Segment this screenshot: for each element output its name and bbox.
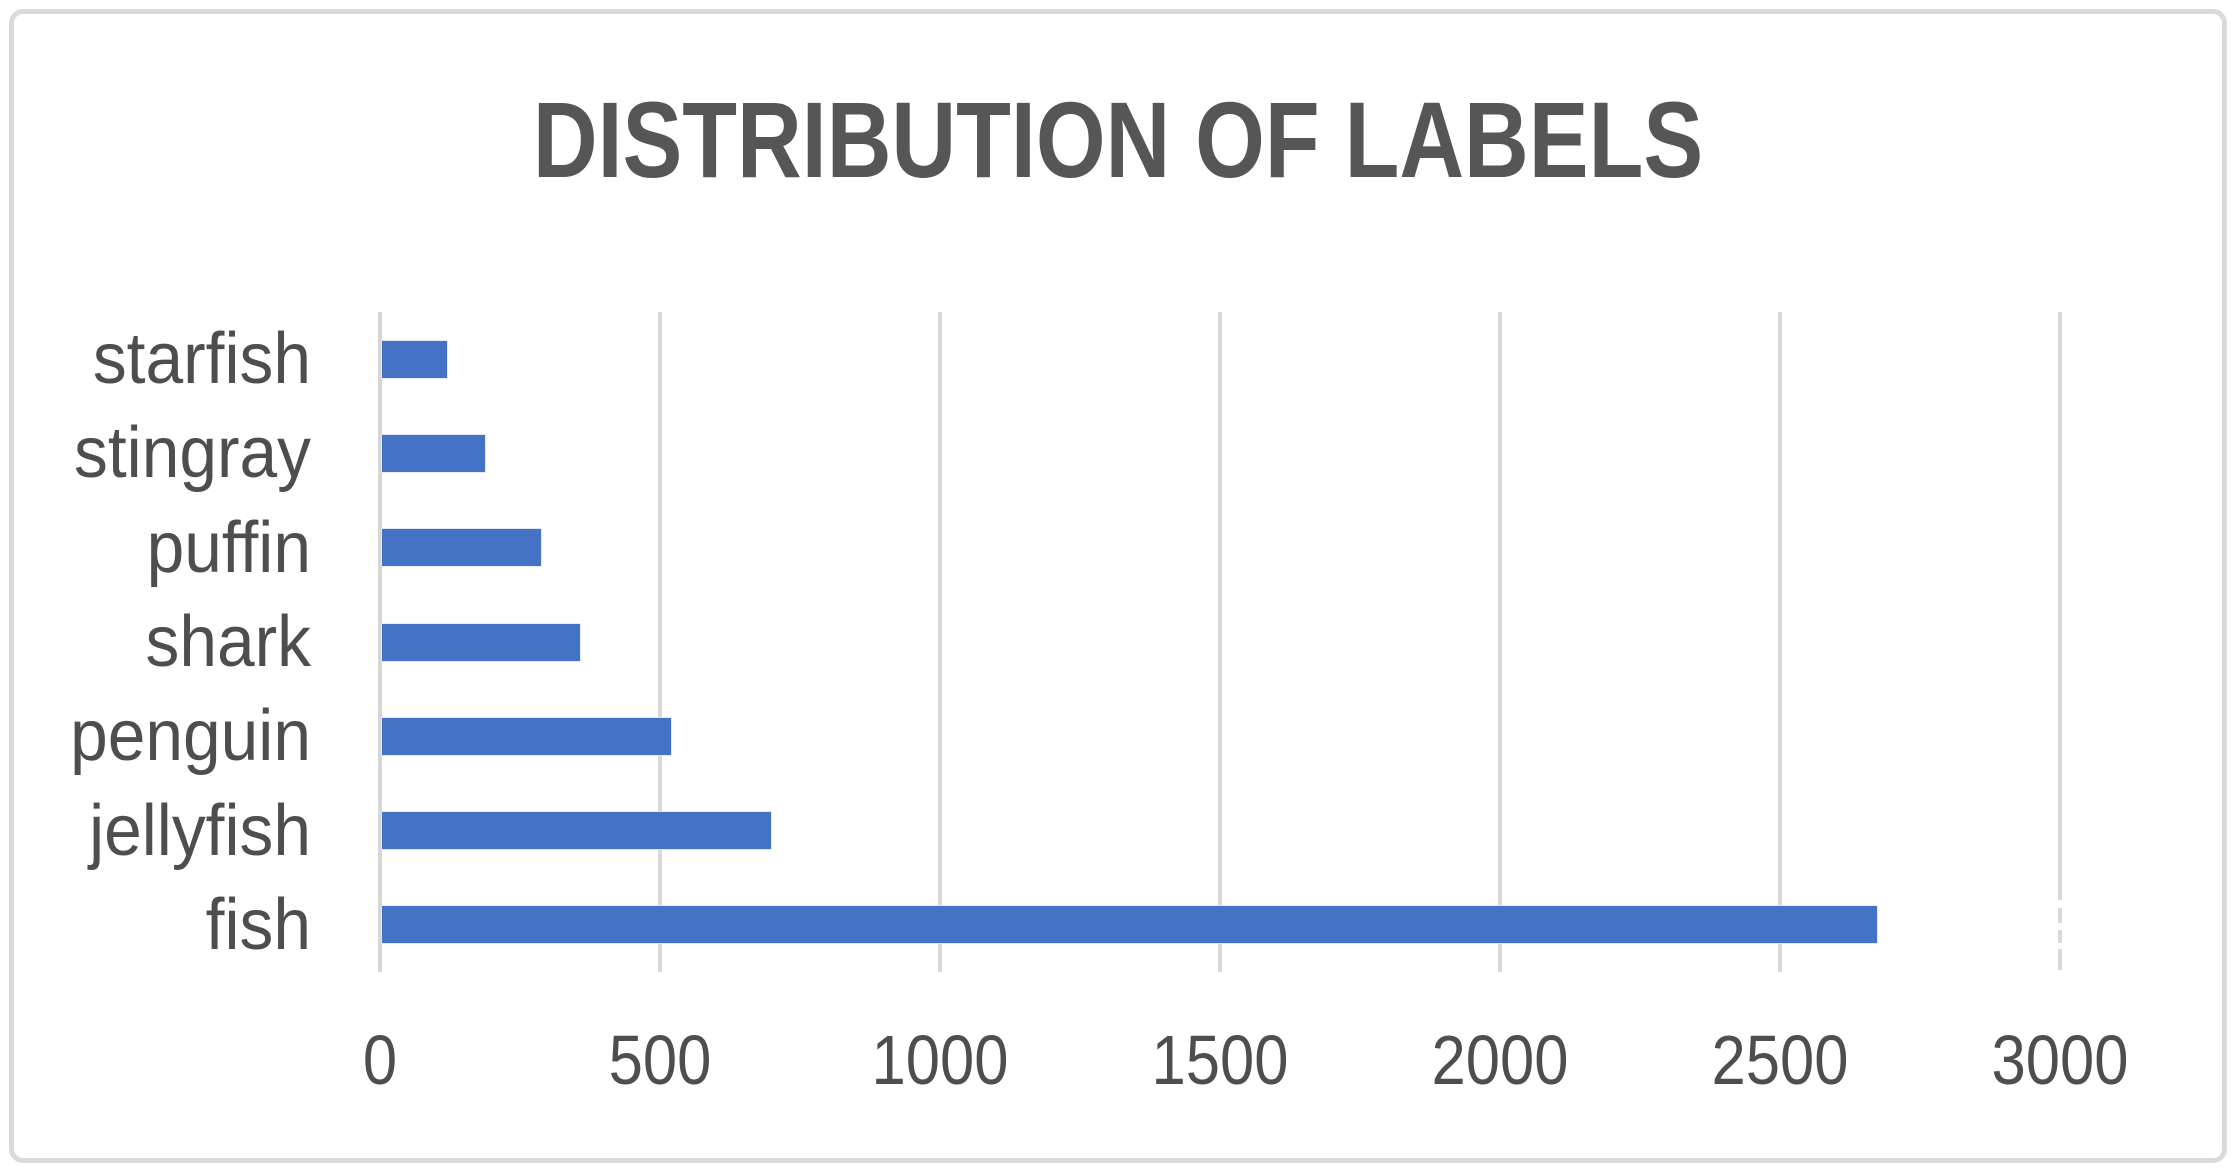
bar-jellyfish (382, 812, 771, 850)
plot-area (378, 312, 2140, 972)
value-axis-labels: 0 500 1000 1500 2000 2500 3000 (0, 1024, 2236, 1104)
chart-title: DISTRIBUTION OF LABELS (532, 79, 1704, 200)
bar-stingray (382, 434, 485, 472)
bar-starfish (382, 340, 447, 378)
x-tick-label-1500: 1500 (1151, 1021, 1289, 1099)
category-label-jellyfish: jellyfish (89, 790, 311, 871)
category-label-fish: fish (205, 884, 311, 965)
x-tick-label-3000: 3000 (1991, 1021, 2129, 1099)
category-axis-line (378, 312, 382, 972)
x-tick-label-1000: 1000 (871, 1021, 1009, 1099)
gridline-1000 (938, 312, 942, 972)
bar-penguin (382, 717, 671, 755)
bar-puffin (382, 529, 541, 567)
gridline-500 (658, 312, 662, 972)
category-label-puffin: puffin (146, 507, 311, 588)
x-tick-label-2500: 2500 (1711, 1021, 1849, 1099)
x-tick-label-0: 0 (362, 1021, 398, 1099)
gridline-2000 (1498, 312, 1502, 972)
bar-fish (382, 906, 1877, 944)
gridline-2500 (1778, 312, 1782, 972)
category-label-starfish: starfish (92, 319, 312, 400)
gridline-3000 (2058, 312, 2062, 972)
bar-shark (382, 623, 580, 661)
gridline-1500 (1218, 312, 1222, 972)
category-axis-labels: starfish stingray puffin shark penguin jellyf… (0, 312, 311, 972)
category-label-penguin: penguin (70, 696, 311, 777)
category-label-stingray: stingray (74, 413, 311, 494)
category-label-shark: shark (145, 602, 311, 682)
x-tick-label-500: 500 (608, 1021, 712, 1099)
x-tick-label-2000: 2000 (1431, 1021, 1569, 1099)
